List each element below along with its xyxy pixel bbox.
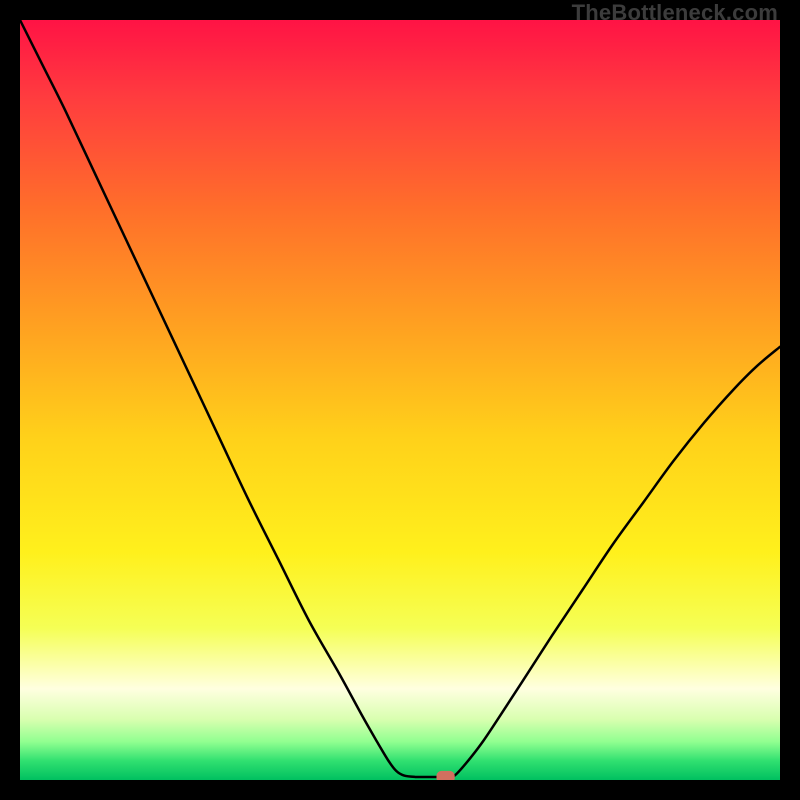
watermark-text: TheBottleneck.com (572, 0, 778, 26)
optimal-point-marker (436, 771, 454, 780)
bottleneck-curve-chart (20, 20, 780, 780)
gradient-background (20, 20, 780, 780)
chart-frame: TheBottleneck.com (0, 0, 800, 800)
